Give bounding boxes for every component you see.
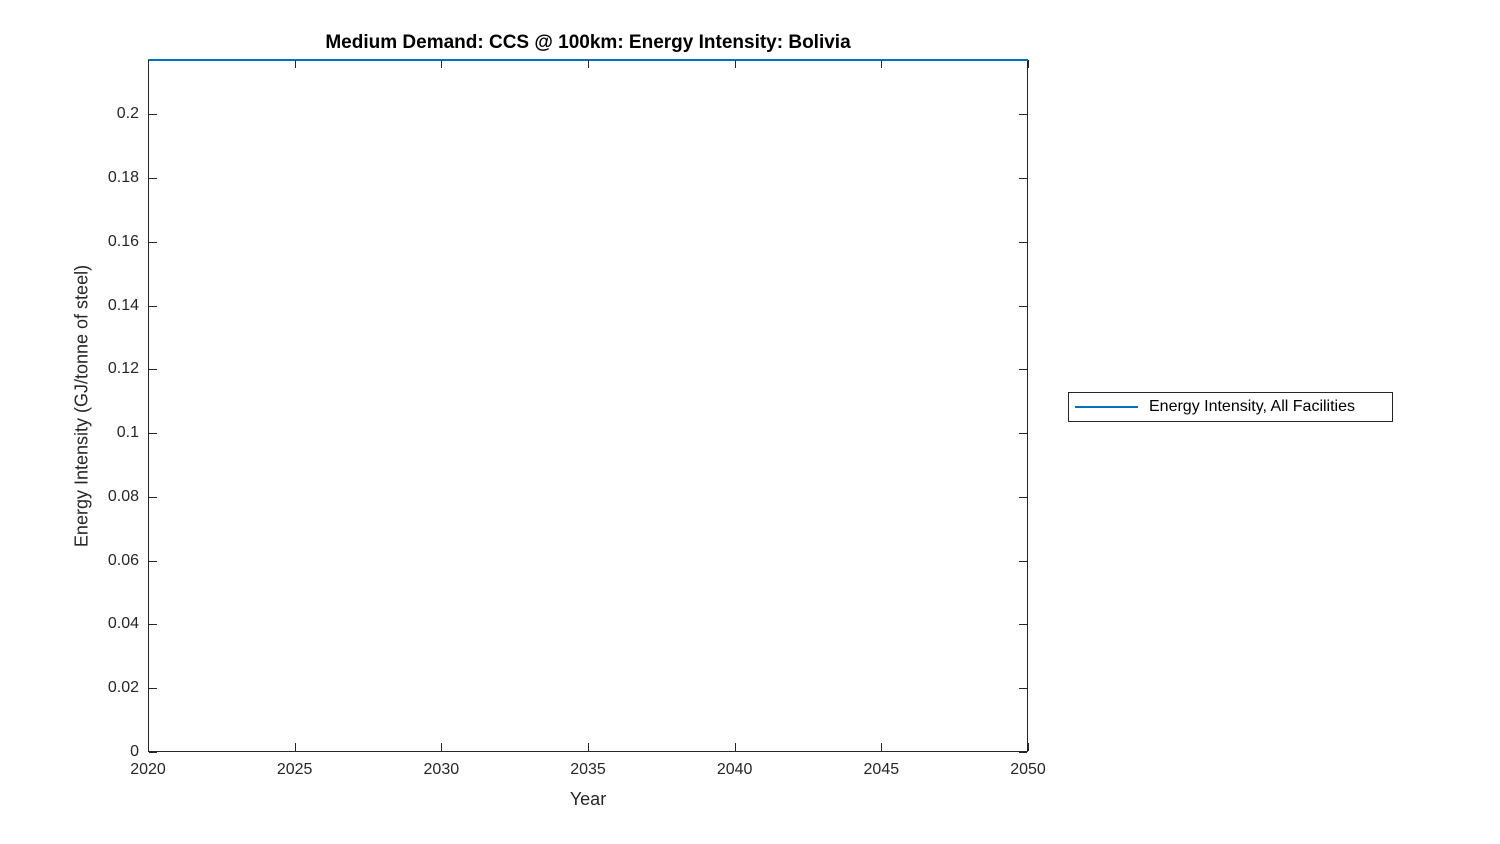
- legend-line-sample: [1075, 406, 1138, 408]
- tick-mark: [734, 60, 736, 68]
- y-tick-label: 0.16: [107, 232, 139, 250]
- tick-mark: [294, 60, 296, 68]
- tick-mark: [1019, 624, 1027, 626]
- x-tick-label: 2040: [716, 761, 753, 778]
- tick-mark: [1019, 560, 1027, 562]
- x-tick-label: 2030: [423, 761, 460, 778]
- tick-mark: [881, 60, 883, 68]
- y-tick-label: 0.06: [107, 551, 139, 569]
- tick-mark: [149, 305, 157, 307]
- tick-mark: [294, 743, 296, 751]
- x-tick-label: 2050: [1010, 761, 1046, 778]
- tick-mark: [149, 241, 157, 243]
- tick-mark: [1019, 496, 1027, 498]
- y-tick-label: 0.2: [116, 105, 139, 123]
- tick-mark: [1019, 241, 1027, 243]
- y-tick-label: 0.1: [116, 424, 139, 442]
- tick-mark: [441, 743, 443, 751]
- tick-mark: [588, 60, 589, 68]
- tick-mark: [149, 114, 157, 116]
- tick-mark: [1019, 114, 1027, 116]
- x-tick-label: 2035: [570, 761, 606, 778]
- tick-mark: [881, 743, 883, 751]
- y-tick-label: 0.14: [107, 296, 139, 314]
- x-tick-label: 2045: [863, 761, 900, 778]
- legend: Energy Intensity, All Facilities: [1068, 392, 1393, 422]
- tick-mark: [149, 560, 157, 562]
- y-tick-label: 0: [130, 743, 139, 760]
- chart-title: Medium Demand: CCS @ 100km: Energy Inten…: [325, 32, 851, 53]
- tick-mark: [441, 60, 443, 68]
- tick-mark: [149, 688, 157, 690]
- tick-mark: [149, 496, 157, 498]
- x-tick-label: 2020: [130, 761, 166, 778]
- tick-mark: [149, 177, 157, 179]
- tick-mark: [1019, 752, 1027, 753]
- tick-mark: [149, 369, 157, 371]
- tick-mark: [1019, 305, 1027, 307]
- tick-mark: [148, 743, 149, 751]
- tick-mark: [1019, 177, 1027, 179]
- tick-mark: [1019, 369, 1027, 371]
- tick-mark: [588, 743, 589, 751]
- y-tick-label: 0.08: [107, 487, 139, 505]
- x-axis-label: Year: [569, 789, 607, 809]
- y-tick-label: 0.02: [107, 679, 139, 697]
- tick-mark: [734, 743, 736, 751]
- tick-mark: [149, 433, 157, 435]
- y-tick-label: 0.12: [107, 360, 139, 378]
- tick-mark: [1028, 743, 1029, 751]
- tick-mark: [149, 752, 157, 753]
- y-tick-label: 0.04: [107, 615, 139, 633]
- tick-mark: [149, 624, 157, 626]
- tick-mark: [1019, 433, 1027, 435]
- legend-label: Energy Intensity, All Facilities: [1149, 398, 1356, 415]
- x-tick-label: 2025: [276, 761, 313, 778]
- tick-mark: [1019, 688, 1027, 690]
- y-tick-label: 0.18: [107, 168, 139, 186]
- tick-mark: [148, 60, 149, 68]
- plot-area: [148, 59, 1029, 753]
- tick-mark: [1028, 60, 1029, 68]
